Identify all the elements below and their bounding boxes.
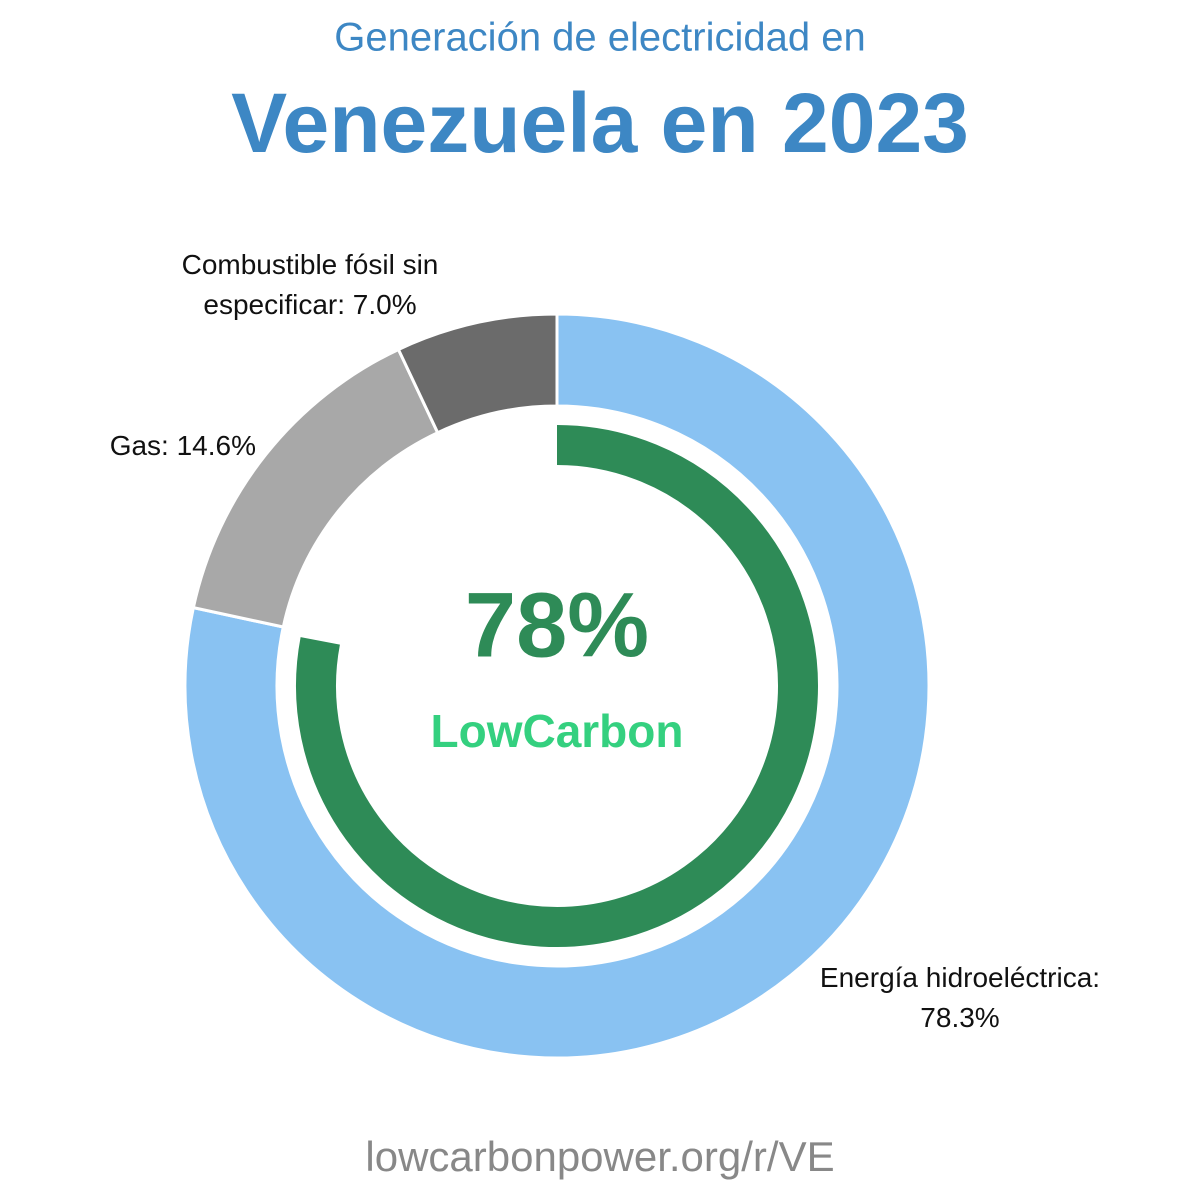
segment-label: Gas: 14.6% [109, 430, 256, 461]
donut-segment [396, 312, 559, 435]
chart-title: Venezuela en 2023 [231, 76, 969, 170]
segment-label: Combustible fósil sin especificar: 7.0% [181, 249, 439, 320]
chart-subtitle: Generación de electricidad en [334, 16, 865, 60]
donut-segment [191, 347, 440, 629]
footer: lowcarbonpower.org/r/VE [365, 1133, 834, 1180]
donut-segment [183, 312, 931, 1060]
low-carbon-arc [296, 425, 818, 947]
low-carbon-name: LowCarbon [431, 705, 684, 757]
low-carbon-value: 78% [465, 574, 649, 676]
segment-label: Energía hidroeléctrica: 78.3% [819, 962, 1101, 1033]
